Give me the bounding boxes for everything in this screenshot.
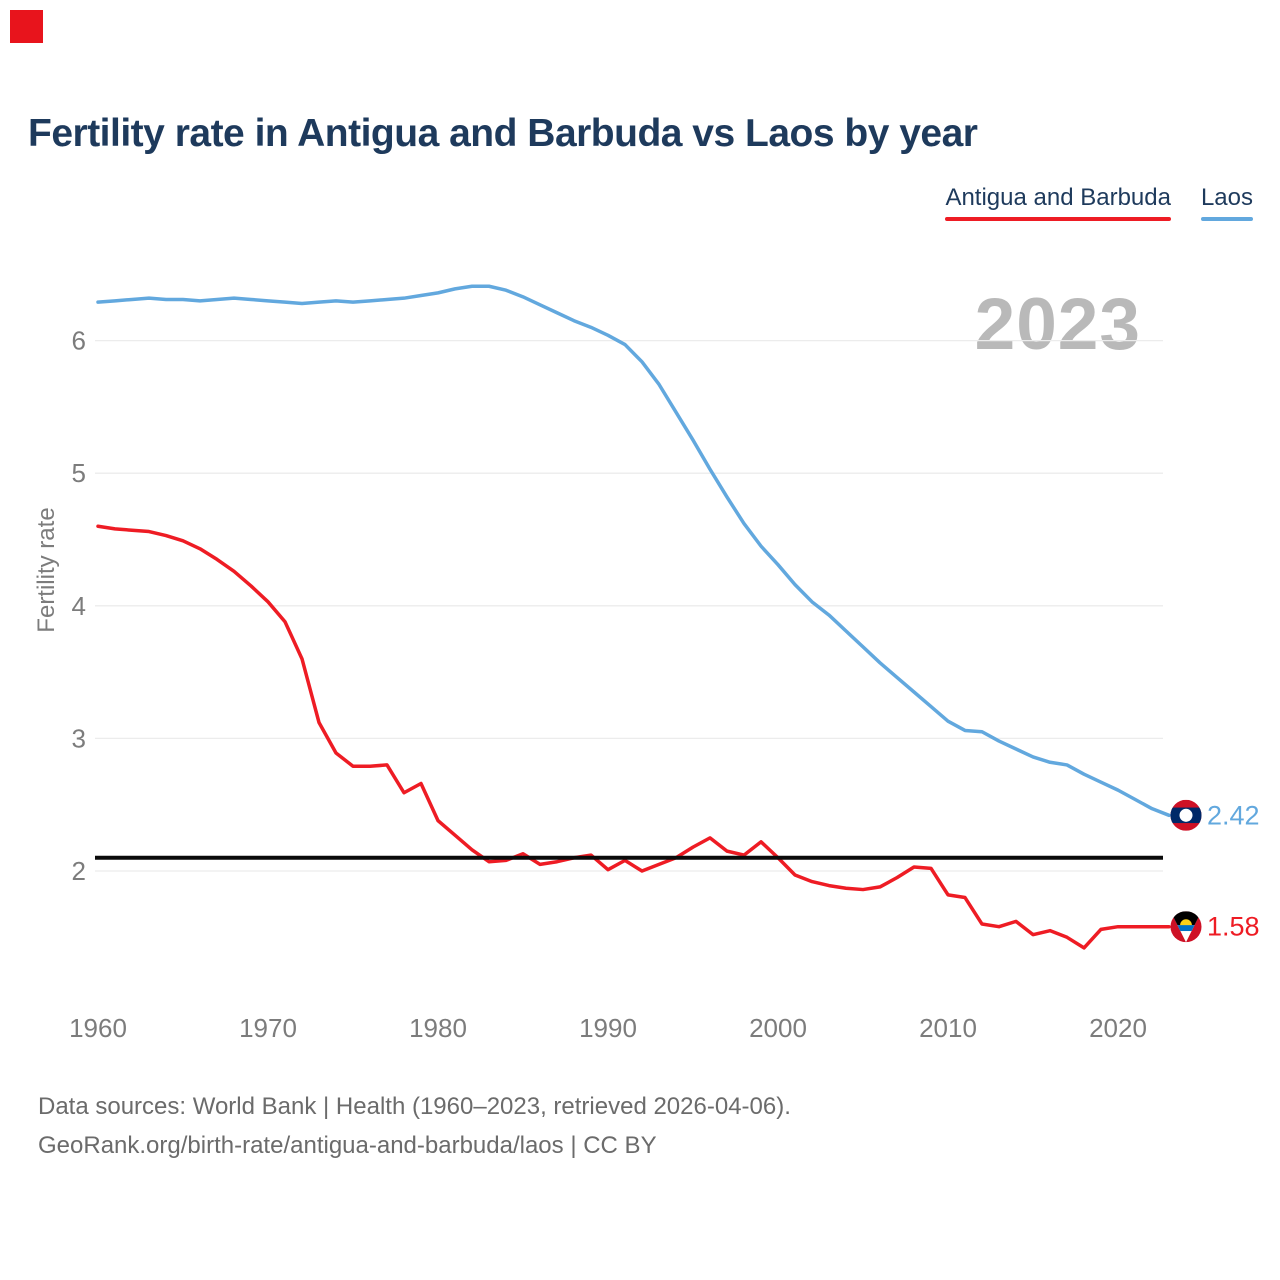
laos-line (96, 284, 1171, 818)
page-title: Fertility rate in Antigua and Barbuda vs… (28, 112, 978, 155)
antigua-and-barbuda-line (96, 524, 1171, 950)
red-corner-marker (10, 10, 43, 43)
legend-label: Antigua and Barbuda (945, 184, 1171, 211)
antigua-and-barbuda-flag-icon (1170, 911, 1202, 943)
footer: Data sources: World Bank | Health (1960–… (38, 1087, 791, 1165)
x-tick-labels: 1960 1970 1980 1990 2000 2010 2020 (69, 1013, 1147, 1043)
svg-text:2020: 2020 (1089, 1013, 1147, 1043)
svg-text:2010: 2010 (919, 1013, 977, 1043)
svg-text:2: 2 (72, 856, 86, 886)
legend-item-laos[interactable]: Laos (1200, 184, 1253, 222)
laos-flag-icon (1170, 799, 1202, 831)
gridlines (95, 339, 1163, 872)
watermark-year: 2023 (974, 284, 1141, 365)
svg-text:1970: 1970 (239, 1013, 297, 1043)
y-tick-labels: 2 3 4 5 6 (72, 326, 86, 886)
laos-end-value: 2.42 (1207, 800, 1260, 830)
footer-attribution: GeoRank.org/birth-rate/antigua-and-barbu… (38, 1132, 657, 1159)
legend-label: Laos (1200, 184, 1253, 211)
svg-text:2000: 2000 (749, 1013, 807, 1043)
antigua-and-barbuda-end-value: 1.58 (1207, 912, 1260, 942)
svg-text:1980: 1980 (409, 1013, 467, 1043)
svg-text:4: 4 (72, 591, 86, 621)
footer-data-sources: Data sources: World Bank | Health (1960–… (38, 1093, 791, 1120)
legend-underline-blue (1200, 217, 1253, 222)
legend: Antigua and Barbuda Laos (945, 184, 1253, 222)
svg-text:1990: 1990 (579, 1013, 637, 1043)
svg-text:5: 5 (72, 458, 86, 488)
svg-text:3: 3 (72, 723, 86, 753)
svg-text:1960: 1960 (69, 1013, 127, 1043)
svg-text:6: 6 (72, 326, 86, 356)
legend-item-antigua-and-barbuda[interactable]: Antigua and Barbuda (945, 184, 1171, 222)
legend-underline-red (945, 217, 1171, 222)
